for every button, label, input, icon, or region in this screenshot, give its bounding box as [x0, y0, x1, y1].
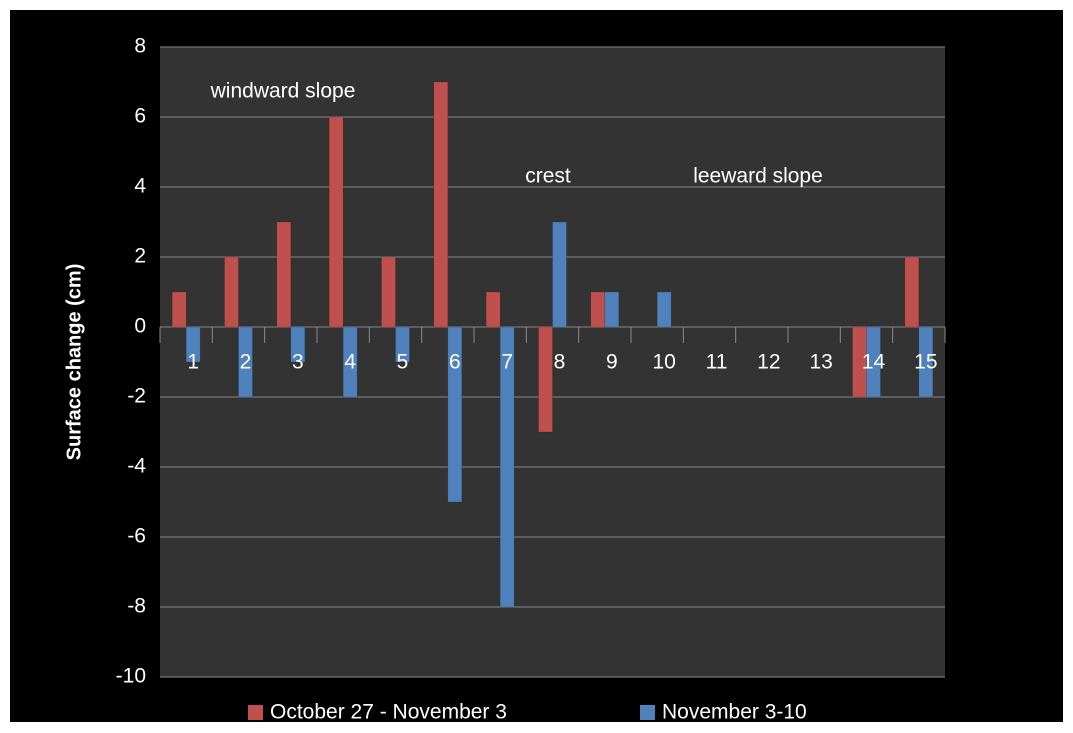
y-tick-label: 6 — [134, 105, 146, 128]
bar — [447, 326, 463, 503]
bar — [656, 291, 672, 328]
x-tick-label: 10 — [652, 351, 675, 374]
x-tick-label: 13 — [809, 351, 832, 374]
bar — [276, 221, 292, 328]
bar — [590, 291, 606, 328]
bar — [866, 326, 881, 398]
x-tick-label: 5 — [397, 351, 409, 374]
bar — [290, 326, 306, 363]
bar — [499, 326, 515, 608]
x-tick-label: 12 — [757, 351, 780, 374]
bar — [342, 326, 358, 398]
y-tick-label: -10 — [116, 665, 146, 688]
y-tick-label: -6 — [127, 525, 146, 548]
bar — [604, 291, 620, 328]
x-tick-label: 3 — [292, 351, 304, 374]
x-tick-label: 14 — [862, 351, 886, 374]
legend-swatch — [640, 705, 655, 720]
y-tick-label: -8 — [127, 595, 146, 618]
y-tick-label: 4 — [134, 175, 146, 198]
x-tick-label: 2 — [240, 351, 252, 374]
bar — [224, 256, 239, 328]
x-tick-label: 11 — [706, 351, 728, 374]
bar — [538, 326, 553, 433]
legend-swatch — [248, 705, 263, 720]
bar — [918, 326, 934, 398]
x-tick-label: 4 — [344, 351, 356, 374]
bar — [238, 326, 253, 398]
bar — [433, 81, 449, 328]
y-tick-label: 0 — [134, 315, 146, 338]
bar — [485, 291, 501, 328]
bar — [381, 256, 396, 328]
y-tick-label: 8 — [134, 35, 146, 58]
x-tick-label: 1 — [187, 351, 199, 374]
y-tick-label: -2 — [127, 385, 146, 408]
bar — [185, 326, 201, 363]
x-tick-label: 7 — [501, 351, 513, 374]
legend-label: October 27 - November 3 — [270, 701, 507, 724]
bar — [395, 326, 410, 363]
x-tick-label: 6 — [449, 351, 461, 374]
x-tick-label: 15 — [914, 351, 937, 374]
y-tick-label: -4 — [127, 455, 146, 478]
bar — [904, 256, 920, 328]
annotation: crest — [525, 165, 571, 188]
x-tick-label: 9 — [606, 351, 618, 374]
y-tick-label: 2 — [134, 245, 146, 268]
bar — [171, 291, 187, 328]
bar — [328, 116, 344, 328]
x-tick-label: 8 — [554, 351, 566, 374]
y-axis-label: Surface change (cm) — [63, 264, 85, 461]
annotation: leeward slope — [693, 165, 823, 188]
legend-label: November 3-10 — [662, 701, 807, 724]
bar — [552, 221, 567, 328]
annotation: windward slope — [210, 80, 356, 103]
